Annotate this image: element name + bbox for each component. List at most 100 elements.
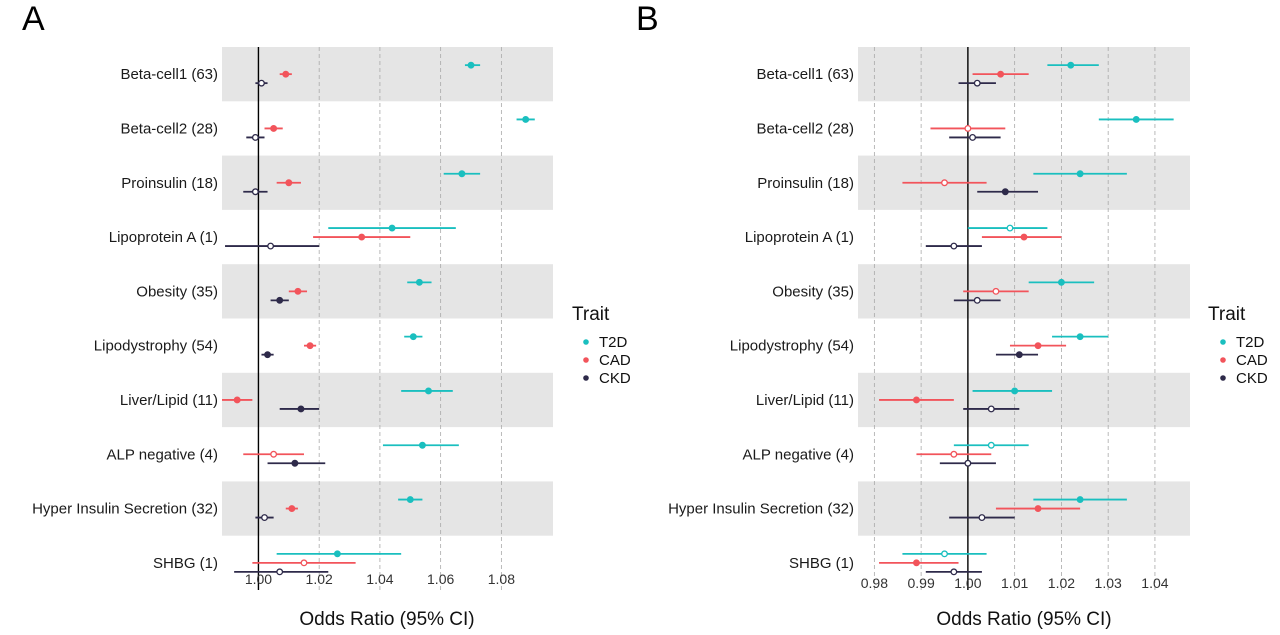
x-tick-label: 1.08 (488, 571, 515, 587)
point-cad (282, 70, 290, 78)
point-ckd (261, 514, 268, 521)
x-tick-label: 1.00 (245, 571, 272, 587)
category-label: Proinsulin (18) (757, 175, 854, 192)
point-ckd (973, 296, 981, 304)
x-tick-label: 1.02 (1048, 575, 1075, 591)
x-tick-label: 0.99 (908, 575, 935, 591)
point-cad (285, 179, 293, 187)
x-tick-label: 1.02 (306, 571, 333, 587)
category-label: Lipodystrophy (54) (94, 338, 218, 355)
point-t2d (467, 61, 475, 69)
category-label: Hyper Insulin Secretion (32) (668, 501, 854, 518)
point-cad (992, 287, 1000, 295)
legend-marker-ckd (583, 375, 589, 381)
point-cad (913, 559, 920, 567)
point-t2d (418, 441, 426, 449)
panel-a-letter: A (22, 0, 45, 38)
point-t2d (1067, 61, 1075, 69)
point-ckd (973, 79, 981, 87)
panel-a: A Beta-cell1 (63) Beta-cell2 (28) Proinsul… (22, 0, 553, 630)
point-ckd (978, 514, 986, 521)
point-t2d (1076, 496, 1084, 503)
point-cad (1020, 233, 1028, 241)
shaded-band (222, 372, 553, 428)
point-t2d (1006, 224, 1014, 232)
x-tick-label: 0.98 (861, 575, 888, 591)
point-cad (1034, 342, 1042, 350)
category-label: Lipoprotein A (1) (109, 229, 218, 246)
category-label: SHBG (1) (153, 555, 218, 572)
point-ckd (251, 188, 259, 196)
x-tick-label: 1.00 (954, 575, 981, 591)
point-t2d (987, 441, 995, 449)
category-label: Liver/Lipid (11) (120, 392, 218, 409)
legend-marker-cad (583, 357, 589, 363)
category-label: Hyper Insulin Secretion (32) (32, 501, 218, 518)
point-cad (288, 505, 296, 512)
point-ckd (267, 242, 275, 250)
category-label: Obesity (35) (772, 283, 854, 300)
x-tick-label: 1.03 (1095, 575, 1122, 591)
point-cad (1034, 505, 1042, 512)
point-ckd (264, 351, 272, 359)
legend-marker-ckd (1220, 375, 1226, 381)
point-cad (964, 124, 972, 132)
point-cad (300, 559, 308, 567)
legend-marker-t2d (1220, 339, 1226, 345)
category-label: Lipoprotein A (1) (745, 229, 854, 246)
legend-a-label-cad: CAD (599, 352, 631, 369)
point-ckd (964, 459, 972, 467)
x-tick-label: 1.04 (1141, 575, 1168, 591)
point-cad (941, 179, 948, 187)
point-ckd (950, 568, 958, 576)
legend-a-label-ckd: CKD (599, 370, 631, 387)
shaded-band (222, 264, 553, 319)
point-t2d (1076, 333, 1084, 341)
legend-a-label-t2d: T2D (599, 334, 628, 351)
point-t2d (458, 170, 466, 178)
category-label: Liver/Lipid (11) (756, 392, 854, 409)
point-t2d (409, 333, 417, 341)
legend-a: Trait T2D CAD CKD (572, 304, 631, 387)
point-t2d (522, 115, 530, 123)
point-ckd (276, 568, 284, 576)
shaded-band (222, 481, 553, 536)
point-cad (270, 450, 278, 458)
point-ckd (258, 79, 265, 87)
category-label: Beta-cell1 (63) (120, 66, 218, 83)
point-ckd (291, 459, 299, 467)
point-ckd (251, 133, 259, 141)
legend-b-label-cad: CAD (1236, 352, 1268, 369)
point-cad (294, 287, 302, 295)
category-label: SHBG (1) (789, 555, 854, 572)
x-tick-label: 1.04 (366, 571, 393, 587)
point-t2d (425, 387, 432, 395)
point-t2d (415, 278, 423, 286)
category-label: Obesity (35) (136, 283, 218, 300)
point-ckd (950, 242, 958, 250)
legend-b-label-ckd: CKD (1236, 370, 1268, 387)
panel-b: B Beta-cell1 (63) Beta-cell2 (28) Proinsul… (636, 0, 1190, 630)
point-cad (950, 450, 958, 458)
point-t2d (1057, 278, 1065, 286)
point-t2d (941, 550, 948, 558)
legend-b-title: Trait (1208, 304, 1246, 325)
category-label: Beta-cell1 (63) (756, 66, 854, 83)
point-ckd (969, 133, 977, 141)
point-ckd (297, 405, 305, 413)
legend-b: Trait T2D CAD CKD (1208, 304, 1268, 387)
point-cad (997, 70, 1005, 78)
point-cad (358, 233, 366, 241)
legend-marker-cad (1220, 357, 1226, 363)
point-cad (913, 396, 920, 404)
point-t2d (1076, 170, 1084, 178)
point-ckd (276, 296, 284, 304)
x-axis-title: Odds Ratio (95% CI) (936, 609, 1111, 630)
x-tick-label: 1.01 (1001, 575, 1028, 591)
x-axis-title: Odds Ratio (95% CI) (299, 609, 474, 630)
point-cad (306, 342, 314, 350)
point-t2d (1132, 115, 1140, 123)
point-t2d (1011, 387, 1019, 395)
point-cad (233, 396, 241, 404)
